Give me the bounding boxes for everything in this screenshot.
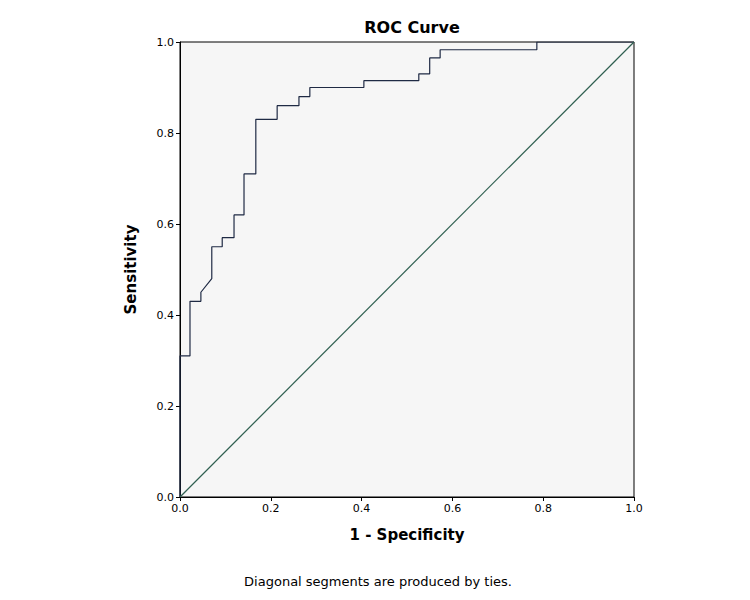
svg-text:0.8: 0.8: [157, 127, 175, 140]
svg-text:0.4: 0.4: [157, 309, 175, 322]
svg-text:0.8: 0.8: [534, 502, 552, 515]
svg-text:0.0: 0.0: [171, 502, 189, 515]
svg-text:1.0: 1.0: [625, 502, 643, 515]
svg-text:ROC Curve: ROC Curve: [364, 18, 460, 37]
svg-text:1 - Specificity: 1 - Specificity: [350, 526, 465, 544]
svg-text:0.2: 0.2: [262, 502, 280, 515]
svg-text:1.0: 1.0: [157, 36, 175, 49]
svg-text:Diagonal segments are produced: Diagonal segments are produced by ties.: [244, 574, 512, 589]
svg-text:0.6: 0.6: [444, 502, 462, 515]
svg-text:0.2: 0.2: [157, 400, 175, 413]
svg-text:0.6: 0.6: [157, 218, 175, 231]
svg-text:0.0: 0.0: [156, 490, 174, 504]
svg-text:0.4: 0.4: [353, 502, 371, 515]
svg-text:Sensitivity: Sensitivity: [122, 224, 140, 314]
